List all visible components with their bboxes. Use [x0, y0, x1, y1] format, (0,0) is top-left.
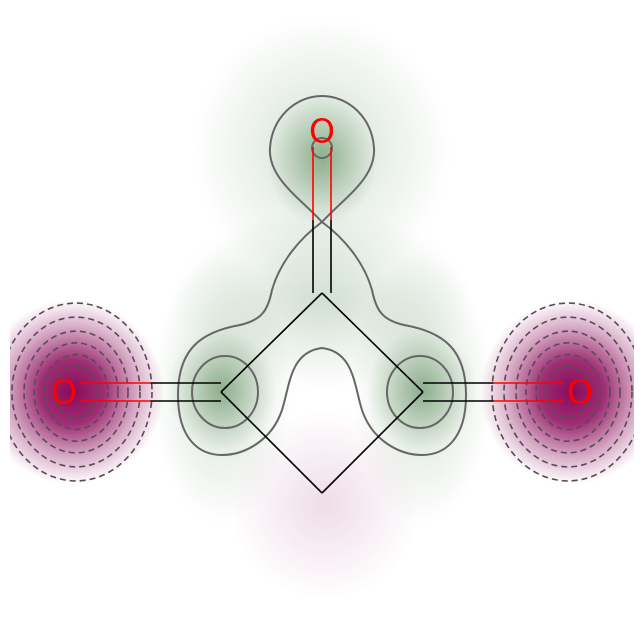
negative-contour-left-3: [33, 342, 119, 442]
negative-contour-right-3: [525, 342, 611, 442]
bond-6-line-0: [321, 391, 424, 494]
density-core-o-right: [480, 300, 634, 484]
negative-contours: [10, 302, 634, 482]
bond-3-line-0: [220, 292, 323, 393]
negative-contour-left-4: [43, 353, 109, 431]
negative-contour-right-5: [545, 365, 591, 419]
contour-center-envelope: [176, 220, 468, 457]
negative-contour-right-2: [515, 330, 621, 454]
atom-label-o-right: O: [567, 373, 593, 412]
negative-contour-left-0: [10, 302, 153, 482]
atom-label-o-top: O: [309, 112, 335, 151]
contour-lines: [176, 94, 468, 457]
bond-4-line-0: [321, 292, 424, 393]
negative-contour-left-1: [11, 316, 141, 468]
density-core-o-left: [10, 300, 164, 484]
density-blob-bottom: [230, 410, 420, 600]
atom-labels: O O O: [51, 112, 593, 412]
atom-label-o-left: O: [51, 373, 77, 412]
negative-contour-left-2: [23, 330, 129, 454]
bond-5-line-0: [220, 391, 323, 494]
contour-top-teardrop: [268, 94, 376, 224]
contour-right-inner: [386, 355, 454, 429]
negative-contour-right-1: [503, 316, 633, 468]
contour-left-inner: [191, 355, 259, 429]
density-shading: [10, 15, 634, 600]
negative-contour-right-4: [535, 353, 601, 431]
bonds: [80, 147, 564, 494]
negative-contour-left-5: [53, 365, 99, 419]
density-core-top: [267, 95, 377, 225]
contour-top-inner: [311, 137, 333, 159]
